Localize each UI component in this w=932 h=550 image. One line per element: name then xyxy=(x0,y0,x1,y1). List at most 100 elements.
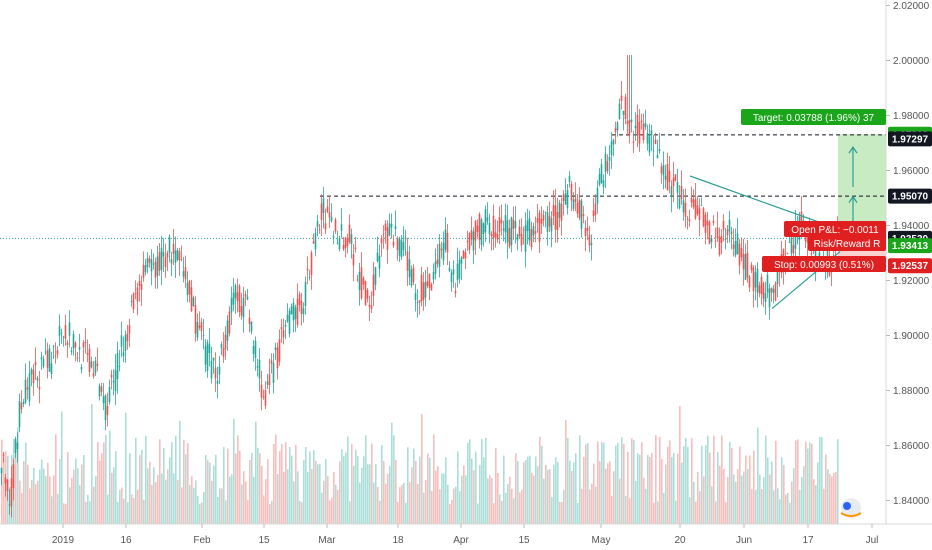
candle-body xyxy=(676,181,679,193)
candle-body xyxy=(410,269,413,286)
volume-bar xyxy=(577,503,579,524)
volume-bar xyxy=(687,446,689,524)
candle-body xyxy=(516,234,519,241)
candle-body xyxy=(234,285,237,299)
volume-bar xyxy=(379,500,381,524)
candle-body xyxy=(590,243,593,245)
volume-bar xyxy=(467,442,469,524)
volume-bar xyxy=(447,484,449,524)
volume-bar xyxy=(243,471,245,524)
volume-bar xyxy=(211,480,213,524)
candle-body xyxy=(528,218,531,241)
candle-body xyxy=(204,345,207,365)
candle-body xyxy=(140,284,143,290)
candle-body xyxy=(518,226,521,237)
volume-bar xyxy=(53,475,55,524)
candle-body xyxy=(84,342,87,343)
volume-bar xyxy=(201,502,203,524)
volume-bar xyxy=(655,435,657,524)
volume-bar xyxy=(767,457,769,524)
volume-bar xyxy=(229,476,231,524)
volume-bar xyxy=(619,478,621,524)
volume-bar xyxy=(311,469,313,524)
candle-body xyxy=(168,236,171,253)
arrow-head-icon xyxy=(848,195,858,203)
candle-body xyxy=(750,264,753,271)
volume-bar xyxy=(621,437,623,524)
candle-body xyxy=(20,403,23,410)
candle-body xyxy=(744,253,747,280)
candle-body xyxy=(620,95,623,101)
candle-body xyxy=(498,217,501,232)
volume-bar xyxy=(203,491,205,524)
candle-body xyxy=(786,253,789,254)
volume-bar xyxy=(645,488,647,524)
candle-body xyxy=(556,212,559,231)
volume-bar xyxy=(69,487,71,524)
volume-bar xyxy=(549,469,551,524)
candle-body xyxy=(642,123,645,140)
candle-body xyxy=(250,321,253,332)
volume-bar xyxy=(195,480,197,524)
volume-bar xyxy=(41,459,43,524)
volume-bar xyxy=(265,479,267,524)
candle-body xyxy=(418,300,421,303)
candle-body xyxy=(288,310,291,334)
candle-body xyxy=(258,359,261,379)
candle-body xyxy=(400,240,403,258)
volume-bar xyxy=(75,458,77,524)
volume-bar xyxy=(307,471,309,524)
volume-bar xyxy=(463,465,465,524)
volume-bar xyxy=(807,448,809,524)
volume-bar xyxy=(149,461,151,524)
candle-body xyxy=(280,327,283,330)
volume-bar xyxy=(249,459,251,524)
candle-body xyxy=(510,217,513,245)
volume-bar xyxy=(299,501,301,524)
volume-bar xyxy=(665,464,667,524)
candle-body xyxy=(208,344,211,354)
volume-bar xyxy=(275,434,277,524)
volume-bar xyxy=(291,455,293,524)
candle-body xyxy=(700,205,703,206)
volume-bar xyxy=(309,451,311,524)
volume-bar xyxy=(231,474,233,524)
candle-body xyxy=(86,353,89,355)
volume-bar xyxy=(321,492,323,524)
volume-bar xyxy=(505,492,507,524)
volume-bar xyxy=(531,472,533,524)
volume-bar xyxy=(235,453,237,524)
volume-bar xyxy=(445,457,447,524)
candle-body xyxy=(366,290,369,299)
time-tick-label: Feb xyxy=(193,535,211,546)
candle-body xyxy=(484,209,487,233)
candle-body xyxy=(734,241,737,256)
volume-bar xyxy=(277,474,279,524)
volume-bar xyxy=(97,441,99,524)
candle-body xyxy=(694,198,697,219)
candle-body xyxy=(222,348,225,357)
candle-body xyxy=(764,292,767,302)
volume-bar xyxy=(567,437,569,524)
volume-bar xyxy=(737,469,739,524)
volume-bar xyxy=(637,453,639,524)
volume-bar xyxy=(689,497,691,524)
volume-bar xyxy=(495,447,497,524)
volume-bar xyxy=(511,488,513,524)
volume-bar xyxy=(707,435,709,524)
volume-bar xyxy=(697,471,699,524)
volume-bar xyxy=(355,449,357,524)
candle-body xyxy=(28,373,31,402)
volume-bar xyxy=(3,452,5,524)
candle-body xyxy=(440,248,443,251)
volume-bar xyxy=(143,499,145,524)
candle-body xyxy=(108,387,111,403)
candle-body xyxy=(654,139,657,145)
volume-bar xyxy=(617,442,619,524)
open-pnl-label-text: Open P&L: −0.0011 xyxy=(791,225,879,236)
volume-bar xyxy=(441,473,443,524)
candle-body xyxy=(580,200,583,230)
candle-body xyxy=(422,282,425,301)
candle-body xyxy=(792,245,795,254)
